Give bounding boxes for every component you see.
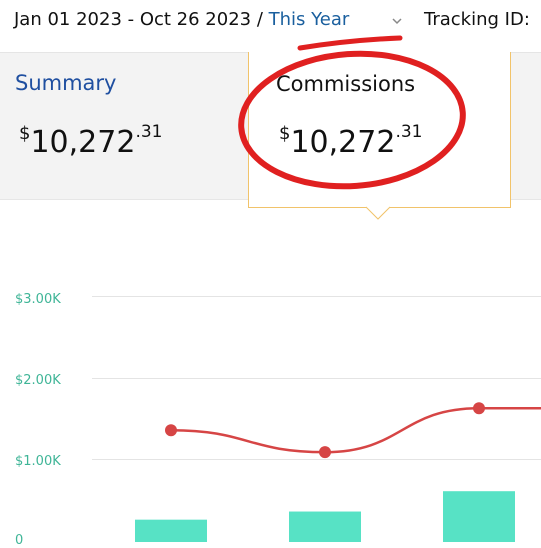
commissions-amount: $10,272.31 xyxy=(279,117,422,158)
summary-cents: .31 xyxy=(135,122,163,142)
chart-plot xyxy=(135,402,541,542)
chart-bar xyxy=(443,491,515,542)
summary-tab[interactable]: Summary xyxy=(15,71,117,95)
commissions-cents: .31 xyxy=(395,122,423,142)
chart-bar xyxy=(289,511,361,542)
date-range[interactable]: Jan 01 2023 - Oct 26 2023 / This Year xyxy=(14,9,349,30)
date-range-text: Jan 01 2023 - Oct 26 2023 / xyxy=(14,9,269,30)
commissions-tab[interactable]: Commissions xyxy=(276,72,416,96)
commissions-currency: $ xyxy=(279,123,291,144)
chevron-down-icon[interactable] xyxy=(391,15,403,27)
gridline xyxy=(92,459,541,460)
summary-amount: $10,272.31 xyxy=(19,117,162,158)
gridline xyxy=(92,296,541,297)
chart-line xyxy=(170,406,541,454)
tracking-id-label[interactable]: Tracking ID: xyxy=(424,9,530,30)
chart-point[interactable] xyxy=(473,402,485,415)
card-pointer xyxy=(366,206,390,220)
y-tick-label: 0 xyxy=(15,533,24,548)
y-tick-label: $1.00K xyxy=(15,454,61,469)
chart-point[interactable] xyxy=(165,424,177,437)
summary-whole: 10,272 xyxy=(30,125,136,160)
y-tick-label: $3.00K xyxy=(15,292,61,307)
chart-bar xyxy=(135,519,207,542)
commissions-whole: 10,272 xyxy=(290,125,396,160)
y-tick-label: $2.00K xyxy=(15,373,61,388)
top-bar: Jan 01 2023 - Oct 26 2023 / This Year Tr… xyxy=(0,0,541,42)
commissions-chart: $3.00K $2.00K $1.00K 0 xyxy=(0,220,541,548)
gridline xyxy=(92,378,541,379)
range-selector-label[interactable]: This Year xyxy=(268,9,350,30)
chart-point[interactable] xyxy=(319,446,331,459)
summary-currency: $ xyxy=(19,123,31,144)
